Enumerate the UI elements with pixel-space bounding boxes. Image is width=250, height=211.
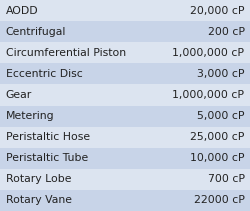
Text: Peristaltic Tube: Peristaltic Tube (6, 153, 88, 163)
Text: Circumferential Piston: Circumferential Piston (6, 48, 126, 58)
Bar (0, 84, 250, 106)
Text: Rotary Vane: Rotary Vane (6, 195, 71, 206)
Text: Rotary Lobe: Rotary Lobe (6, 174, 71, 184)
Text: Metering: Metering (6, 111, 54, 121)
Text: 10,000 cP: 10,000 cP (190, 153, 244, 163)
Text: Gear: Gear (6, 90, 32, 100)
Bar (0, 0, 250, 21)
Bar (0, 106, 250, 127)
Text: 3,000 cP: 3,000 cP (197, 69, 244, 79)
Text: 22000 cP: 22000 cP (194, 195, 244, 206)
Bar (0, 190, 250, 211)
Text: 1,000,000 cP: 1,000,000 cP (172, 48, 244, 58)
Text: Peristaltic Hose: Peristaltic Hose (6, 132, 89, 142)
Text: 200 cP: 200 cP (208, 27, 244, 37)
Text: Centrifugal: Centrifugal (6, 27, 66, 37)
Text: Eccentric Disc: Eccentric Disc (6, 69, 82, 79)
Text: 20,000 cP: 20,000 cP (190, 5, 244, 16)
Bar (0, 63, 250, 84)
Bar (0, 148, 250, 169)
Bar (0, 21, 250, 42)
Text: 25,000 cP: 25,000 cP (190, 132, 244, 142)
Bar (0, 42, 250, 63)
Text: 700 cP: 700 cP (208, 174, 244, 184)
Text: 1,000,000 cP: 1,000,000 cP (172, 90, 244, 100)
Text: 5,000 cP: 5,000 cP (197, 111, 244, 121)
Bar (0, 169, 250, 190)
Text: AODD: AODD (6, 5, 38, 16)
Bar (0, 127, 250, 148)
